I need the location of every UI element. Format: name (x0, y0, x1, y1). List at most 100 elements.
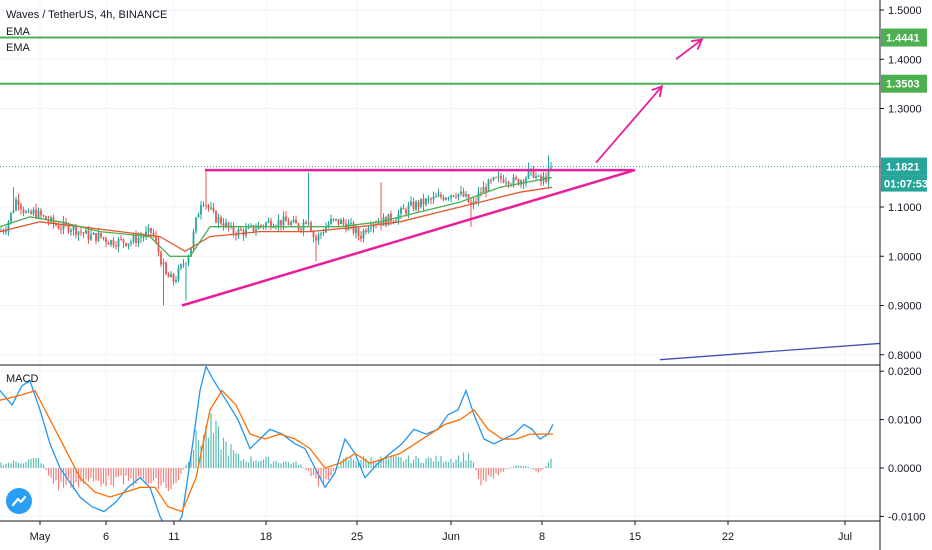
histogram-bar (147, 468, 150, 484)
histogram-bar (40, 463, 42, 468)
macd-tick-label: 0.0200 (888, 366, 922, 378)
candle-body (357, 228, 360, 237)
grid (0, 0, 880, 521)
candle-body (10, 212, 12, 222)
candle-body (82, 232, 85, 234)
candle-body (5, 231, 7, 233)
histogram-bar (60, 468, 62, 482)
histogram-bar (440, 456, 442, 468)
candle-body (97, 232, 100, 242)
time-tick-label: 6 (103, 531, 109, 543)
candle-body (87, 230, 90, 240)
histogram-bar (310, 468, 312, 477)
candle-body (330, 218, 332, 224)
candle-body (290, 222, 292, 225)
histogram-bar (80, 468, 82, 482)
time-axis[interactable]: May 6 11 18 25 Jun 8 15 22 Jul (30, 521, 852, 543)
candle-body (107, 242, 110, 245)
histogram-bar (122, 468, 125, 485)
histogram-bar (175, 468, 177, 484)
candle-body (410, 201, 412, 206)
candle-body (485, 187, 487, 192)
histogram-bar (170, 468, 172, 490)
ema-slow-label[interactable]: EMA (6, 42, 30, 54)
histogram-bar (97, 468, 100, 481)
histogram-bar (240, 460, 242, 468)
candle-body (185, 263, 187, 265)
histogram-bar (102, 468, 105, 484)
histogram-bar (342, 458, 345, 468)
macd-axis[interactable]: 0.0200 0.0100 0.0000 -0.0100 (880, 366, 925, 523)
candle-body (220, 217, 222, 224)
time-tick-label: 8 (539, 531, 545, 543)
candle-body (100, 232, 102, 238)
histogram-bar (502, 468, 505, 472)
macd-pane[interactable] (0, 366, 554, 535)
time-tick-label: 15 (629, 531, 641, 543)
histogram-bar (125, 468, 127, 476)
candle-body (307, 222, 310, 224)
candle-body (457, 193, 460, 198)
histogram-bar (535, 468, 537, 472)
histogram-bar (415, 455, 417, 468)
cloud-icon (11, 495, 27, 507)
candle-body (45, 216, 47, 220)
candle-body (17, 199, 20, 205)
histogram-bar (235, 452, 237, 468)
histogram-bar (497, 468, 500, 476)
histogram-bar (115, 468, 117, 478)
histogram-bar (145, 468, 147, 484)
histogram-bar (390, 455, 392, 468)
time-tick-label: May (30, 531, 51, 543)
histogram-bar (227, 455, 230, 468)
tradingview-logo[interactable] (6, 488, 32, 514)
candle-body (480, 192, 482, 194)
histogram-bar (405, 459, 407, 468)
histogram-bar (300, 464, 302, 468)
ema-fast-label[interactable]: EMA (6, 26, 30, 38)
histogram-bar (142, 468, 145, 480)
histogram-bar (225, 441, 227, 468)
main-pane[interactable] (0, 36, 881, 361)
histogram-bar (515, 464, 517, 468)
candle-body (160, 252, 162, 265)
symbol-title[interactable]: Waves / TetherUS, 4h, BINANCE (6, 9, 168, 21)
histogram-bar (217, 426, 220, 468)
histogram-bar (332, 468, 335, 472)
histogram-bar (190, 455, 192, 468)
countdown-box (881, 175, 927, 192)
histogram-bar (302, 467, 305, 469)
candle-body (90, 234, 92, 240)
countdown-label: 01:07:53 (884, 179, 928, 191)
histogram-bar (212, 433, 215, 468)
candle-body (322, 232, 325, 234)
candle-body (350, 222, 352, 224)
histogram-bar (87, 468, 90, 482)
candle-body (360, 236, 362, 239)
candle-body (247, 226, 250, 229)
arrow-head (690, 38, 704, 50)
projection-arrow-line (595, 85, 663, 164)
arrow-head (651, 84, 664, 98)
histogram-bar (5, 463, 7, 468)
candle-body (377, 222, 380, 225)
candle-body (517, 179, 520, 185)
macd-label[interactable]: MACD (6, 373, 39, 385)
histogram-bar (522, 465, 525, 468)
candle-body (167, 274, 170, 278)
price-axis[interactable]: 1.5000 1.4000 1.3000 1.1000 1.0000 0.9000 0.80… (880, 5, 922, 362)
candle-body (425, 198, 427, 205)
candle-body (207, 205, 210, 208)
candle-body (70, 230, 72, 232)
candle-body (435, 196, 437, 198)
histogram-bar (542, 468, 545, 470)
histogram-bar (35, 457, 37, 468)
candle-body (317, 234, 320, 241)
last-price-tag: 1.1821 (886, 162, 920, 174)
candle-body (462, 191, 465, 197)
histogram-bar (110, 468, 112, 485)
candle-body (110, 240, 112, 245)
candle-body (47, 219, 50, 222)
